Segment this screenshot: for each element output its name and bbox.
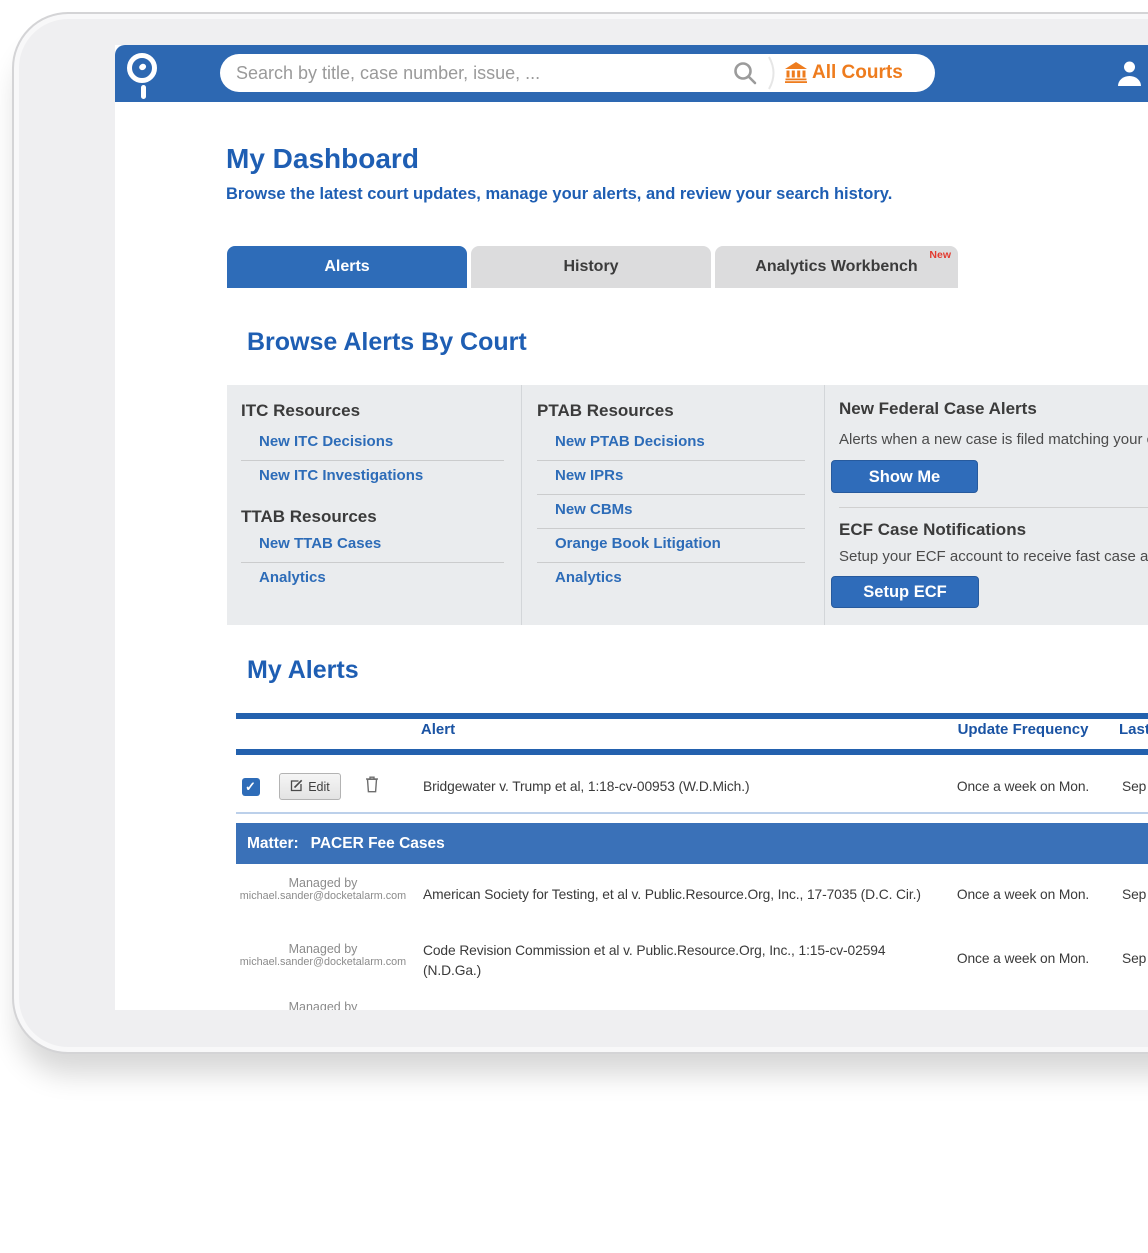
delete-alert-icon[interactable] bbox=[365, 775, 379, 798]
alert-last-updated: Sep bbox=[1122, 779, 1147, 794]
link-orange-book-litigation[interactable]: Orange Book Litigation bbox=[555, 535, 721, 552]
matter-label: Matter: bbox=[247, 834, 299, 852]
divider bbox=[537, 494, 805, 495]
alert-case-title[interactable]: Bridgewater v. Trump et al, 1:18-cv-0095… bbox=[423, 779, 750, 794]
column-divider bbox=[824, 385, 825, 625]
table-top-bar bbox=[236, 713, 1148, 719]
managed-by-block: Managed by michael.sander@docketalarm.co… bbox=[237, 942, 409, 968]
search-icon[interactable] bbox=[732, 60, 759, 92]
divider bbox=[537, 528, 805, 529]
row-divider bbox=[236, 812, 1148, 814]
browse-alerts-heading: Browse Alerts By Court bbox=[247, 328, 527, 356]
ecf-case-notifications-heading: ECF Case Notifications bbox=[839, 520, 1027, 539]
show-me-button[interactable]: Show Me bbox=[831, 460, 978, 493]
matter-group-bar: Matter: PACER Fee Cases bbox=[236, 823, 1148, 864]
setup-ecf-button[interactable]: Setup ECF bbox=[831, 576, 979, 608]
docketalarm-logo-stem bbox=[141, 85, 146, 99]
managed-by-label: Managed by bbox=[288, 876, 358, 890]
page-subtitle: Browse the latest court updates, manage … bbox=[226, 185, 893, 203]
divider bbox=[839, 507, 1148, 508]
tab-history[interactable]: History bbox=[471, 246, 711, 288]
search-input[interactable] bbox=[220, 54, 716, 92]
managed-by-block: Managed by michael.sander@docketalarm.co… bbox=[237, 876, 409, 902]
column-divider bbox=[521, 385, 522, 625]
column-header-last-updated: Last Updated bbox=[1119, 721, 1148, 738]
tab-analytics-workbench[interactable]: Analytics Workbench New bbox=[715, 246, 958, 288]
column-header-update-frequency: Update Frequency bbox=[957, 721, 1089, 738]
search-bar: All Courts bbox=[220, 54, 935, 92]
edit-icon bbox=[290, 779, 303, 795]
alert-frequency: Once a week on Mon. bbox=[956, 887, 1090, 902]
link-new-ttab-cases[interactable]: New TTAB Cases bbox=[259, 535, 382, 552]
link-ptab-analytics[interactable]: Analytics bbox=[555, 569, 622, 586]
edit-button-label: Edit bbox=[308, 779, 330, 794]
alert-last-updated: Sep bbox=[1122, 887, 1147, 902]
new-federal-case-alerts-heading: New Federal Case Alerts bbox=[839, 399, 1037, 418]
link-new-ptab-decisions[interactable]: New PTAB Decisions bbox=[555, 433, 705, 450]
alert-frequency: Once a week on Mon. bbox=[956, 951, 1090, 966]
app-frame: All Courts My Dashboard Browse the lates… bbox=[115, 45, 1148, 1010]
my-alerts-heading: My Alerts bbox=[247, 656, 359, 684]
page-title: My Dashboard bbox=[226, 143, 419, 174]
courthouse-icon bbox=[785, 62, 807, 88]
tab-alerts[interactable]: Alerts bbox=[227, 246, 467, 288]
link-new-iprs[interactable]: New IPRs bbox=[555, 467, 624, 484]
managed-by-block: Managed by bbox=[237, 1000, 409, 1010]
alert-case-title[interactable]: Code Revision Commission et al v. Public… bbox=[423, 943, 886, 978]
column-header-alert: Alert bbox=[420, 721, 456, 738]
user-account-icon[interactable] bbox=[1116, 58, 1143, 93]
ecf-case-notifications-description: Setup your ECF account to receive fast c… bbox=[839, 548, 1148, 565]
managed-by-label: Managed by bbox=[288, 1000, 358, 1010]
edit-alert-button[interactable]: Edit bbox=[279, 773, 341, 800]
alert-row-checkbox[interactable] bbox=[242, 778, 260, 796]
managed-by-email: michael.sander@docketalarm.com bbox=[239, 956, 407, 968]
link-ttab-analytics[interactable]: Analytics bbox=[259, 569, 326, 586]
ptab-resources-heading: PTAB Resources bbox=[537, 401, 674, 420]
alert-frequency: Once a week on Mon. bbox=[956, 779, 1090, 794]
tab-analytics-workbench-label: Analytics Workbench bbox=[755, 258, 918, 275]
divider bbox=[241, 460, 504, 461]
divider bbox=[537, 460, 805, 461]
alert-last-updated: Sep bbox=[1122, 951, 1147, 966]
link-new-itc-decisions[interactable]: New ITC Decisions bbox=[259, 433, 394, 450]
table-header-bottom-bar bbox=[236, 749, 1148, 755]
divider bbox=[537, 562, 805, 563]
managed-by-email: michael.sander@docketalarm.com bbox=[239, 890, 407, 902]
docketalarm-logo-icon[interactable] bbox=[127, 53, 157, 83]
managed-by-label: Managed by bbox=[288, 942, 358, 956]
all-courts-button[interactable]: All Courts bbox=[812, 62, 903, 83]
new-badge: New bbox=[929, 249, 951, 261]
matter-name: PACER Fee Cases bbox=[310, 834, 445, 852]
new-federal-case-alerts-description: Alerts when a new case is filed matching… bbox=[839, 431, 1148, 448]
pill-divider bbox=[766, 56, 782, 95]
link-new-itc-investigations[interactable]: New ITC Investigations bbox=[259, 467, 424, 484]
itc-resources-heading: ITC Resources bbox=[241, 401, 361, 420]
top-navbar: All Courts bbox=[115, 45, 1148, 102]
link-new-cbms[interactable]: New CBMs bbox=[555, 501, 633, 518]
alert-case-title[interactable]: American Society for Testing, et al v. P… bbox=[423, 887, 921, 902]
ttab-resources-heading: TTAB Resources bbox=[241, 507, 377, 526]
browse-by-court-panel: ITC Resources New ITC Decisions New ITC … bbox=[227, 385, 1148, 625]
divider bbox=[241, 562, 504, 563]
